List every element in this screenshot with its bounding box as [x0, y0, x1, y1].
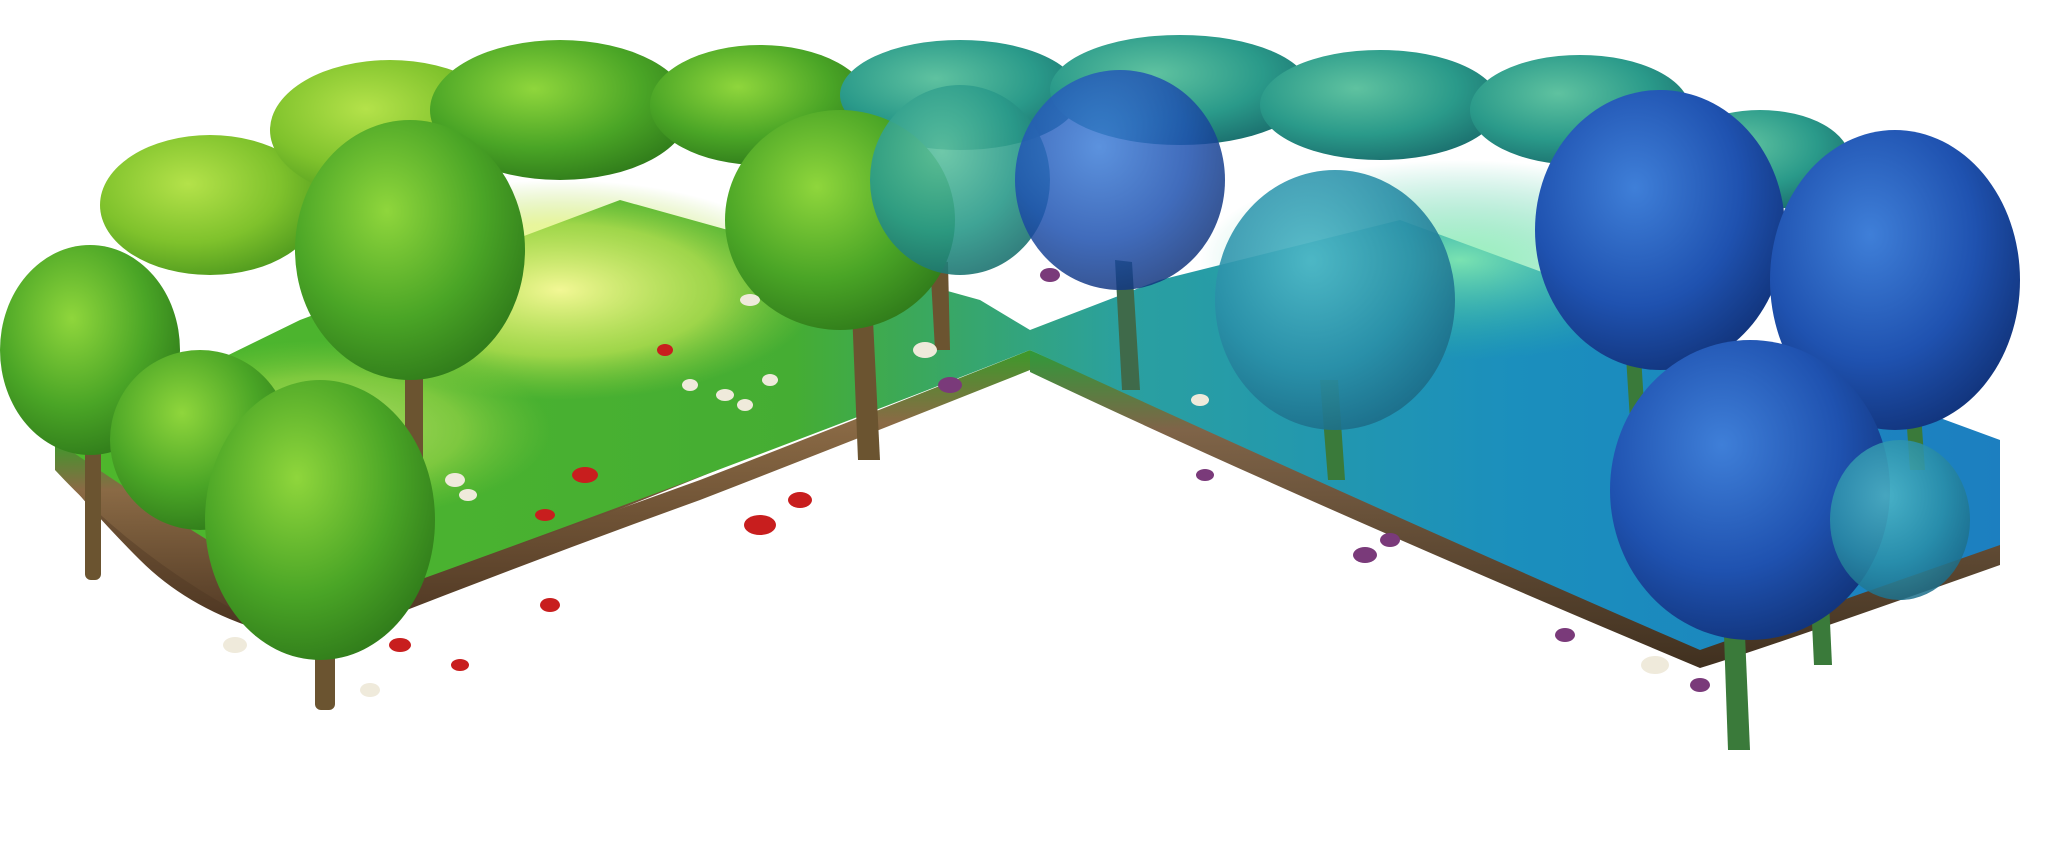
tree-icon — [0, 70, 2020, 660]
mushroom-icon — [223, 268, 1710, 697]
